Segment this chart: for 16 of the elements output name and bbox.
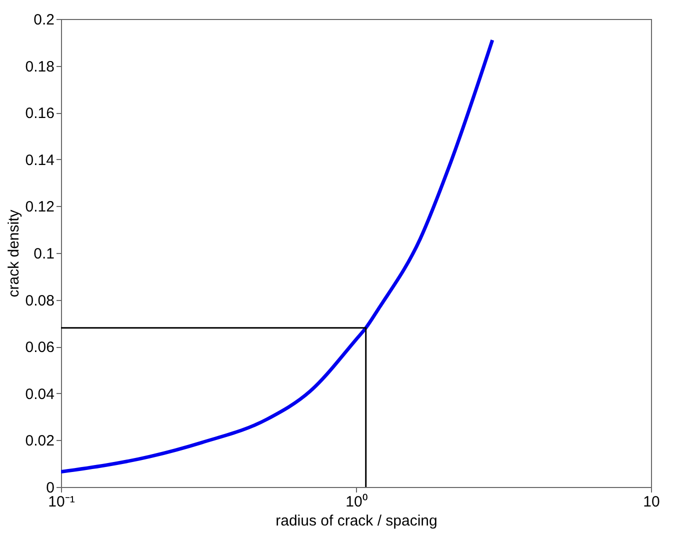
- y-tick-label: 0.04: [25, 386, 54, 403]
- y-tick-label: 0.18: [25, 58, 54, 76]
- y-tick-label: 0.16: [25, 105, 54, 122]
- y-tick-label: 0.02: [25, 432, 54, 450]
- y-tick-label: 0.08: [25, 292, 54, 310]
- x-axis-title: radius of crack / spacing: [276, 512, 438, 530]
- y-tick-label: 0.2: [34, 12, 54, 28]
- y-tick-label: 0.12: [25, 198, 54, 216]
- y-tick-label: 0: [46, 480, 54, 496]
- y-tick-label: 0.06: [25, 339, 54, 356]
- x-tick-label: 10⁰: [346, 494, 368, 510]
- x-tick-label: 10: [643, 494, 660, 510]
- y-tick-label: 0.14: [25, 152, 54, 169]
- y-axis-title: crack density: [5, 209, 22, 298]
- x-tick-label: 10⁻¹: [48, 494, 75, 510]
- y-tick-label: 0.1: [34, 246, 54, 262]
